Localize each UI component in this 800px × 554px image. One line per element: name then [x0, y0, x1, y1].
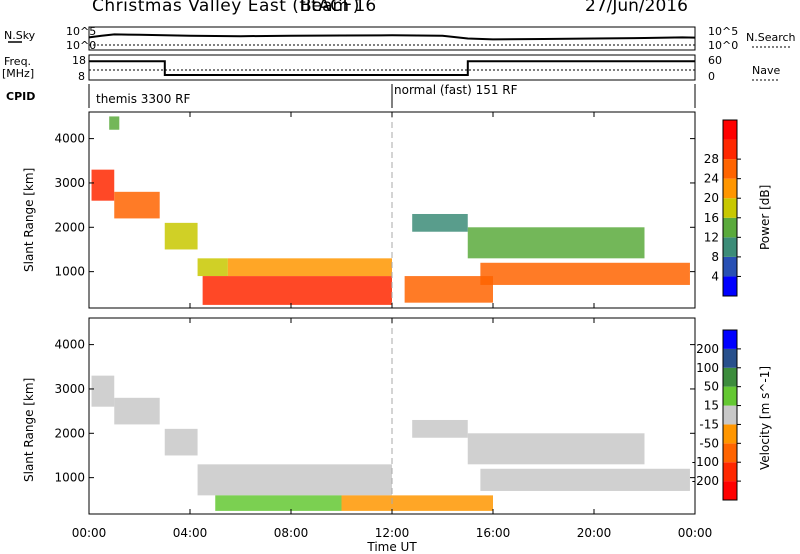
colorbar-tick-label: -200	[692, 474, 719, 488]
colorbar-tick-label: -15	[699, 417, 719, 431]
cpid-segment-2: normal (fast) 151 RF	[394, 83, 518, 97]
velocity-region	[164, 428, 198, 456]
x-tick-label: 04:00	[173, 526, 208, 540]
velocity-region	[114, 397, 160, 425]
x-tick-label: 20:00	[577, 526, 612, 540]
freq-line	[89, 60, 695, 76]
x-axis-label: Time UT	[367, 540, 417, 554]
power-ylabel: Slant Range [km]	[22, 167, 36, 272]
power-region	[164, 222, 198, 250]
velocity-region	[197, 464, 392, 496]
x-tick-label: 00:00	[72, 526, 107, 540]
colorbar-tick-label: 50	[704, 380, 719, 394]
colorbar-tick-label: 28	[704, 152, 719, 166]
power-region	[109, 116, 120, 130]
cpid-label: CPID	[6, 90, 36, 103]
cpid-segment-1: themis 3300 RF	[96, 92, 191, 106]
colorbar-cell	[723, 120, 737, 140]
power-region	[480, 262, 690, 285]
power-region	[202, 276, 392, 305]
colorbar-cell	[723, 256, 737, 277]
power-region	[227, 258, 392, 277]
colorbar-tick-label: 15	[704, 399, 719, 413]
y-tick-label: 1000	[54, 471, 85, 485]
x-tick-label: 08:00	[274, 526, 309, 540]
colorbar-tick-label: 24	[704, 172, 719, 186]
velocity-colorbar-title: Velocity [m s^-1]	[758, 365, 772, 470]
nave-tick-low: 0	[708, 70, 715, 83]
velocity-ylabel: Slant Range [km]	[22, 377, 36, 482]
power-region	[412, 213, 468, 232]
date-label: 27/Jun/2016	[585, 0, 688, 16]
x-tick-label: 00:00	[678, 526, 713, 540]
power-region	[91, 169, 115, 201]
velocity-region	[341, 495, 493, 511]
colorbar-cell	[723, 139, 737, 160]
nsky-panel	[88, 26, 696, 51]
nave-label: Nave	[752, 64, 781, 77]
colorbar-cell	[723, 481, 737, 500]
beam-label: Beam 16	[300, 0, 377, 16]
velocity-region	[215, 495, 342, 511]
colorbar-cell	[723, 348, 737, 368]
freq-tick-low: 8	[78, 70, 85, 83]
colorbar-cell	[723, 198, 737, 218]
nave-tick-high: 60	[708, 54, 722, 67]
colorbar-cell	[723, 386, 737, 406]
nsearch-tick-high: 10^5	[708, 25, 739, 38]
y-tick-label: 4000	[54, 338, 85, 352]
power-region	[114, 191, 160, 219]
colorbar-frame	[722, 119, 738, 297]
power-region	[467, 227, 645, 259]
y-tick-label: 4000	[54, 132, 85, 146]
nsearch-label: N.Search	[746, 31, 796, 44]
y-tick-label: 3000	[54, 176, 85, 190]
colorbar-frame	[722, 329, 738, 501]
velocity-region	[480, 468, 690, 491]
colorbar-tick-label: 4	[711, 269, 719, 283]
colorbar-cell	[723, 217, 737, 238]
velocity-region	[467, 433, 645, 465]
velocity-region	[412, 419, 468, 438]
colorbar-tick-label: 200	[696, 342, 719, 356]
nsky-label: N.Sky	[4, 29, 36, 42]
colorbar-tick-label: 12	[704, 230, 719, 244]
y-tick-label: 3000	[54, 382, 85, 396]
colorbar-cell	[723, 276, 737, 296]
colorbar-cell	[723, 462, 737, 482]
colorbar-cell	[723, 443, 737, 463]
freq-label: Freq.	[4, 55, 32, 68]
freq-tick-high: 18	[72, 54, 86, 67]
colorbar-cell	[723, 424, 737, 444]
colorbar-cell	[723, 178, 737, 199]
colorbar-cell	[723, 237, 737, 257]
colorbar-cell	[723, 330, 737, 349]
colorbar-cell	[723, 367, 737, 387]
chart-title: Christmas Valley East (fitACF)	[92, 0, 360, 16]
colorbar-tick-label: 16	[704, 211, 719, 225]
power-colorbar-title: Power [dB]	[758, 184, 772, 250]
y-tick-label: 1000	[54, 265, 85, 279]
colorbar-tick-label: -100	[692, 455, 719, 469]
y-tick-label: 2000	[54, 426, 85, 440]
power-region	[197, 258, 228, 277]
colorbar-tick-label: -50	[699, 436, 719, 450]
colorbar-tick-label: 100	[696, 361, 719, 375]
power-region	[404, 276, 493, 303]
nsky-line	[88, 33, 696, 41]
freq-unit: [MHz]	[2, 67, 35, 80]
colorbar-cell	[723, 405, 737, 425]
x-tick-label: 12:00	[375, 526, 410, 540]
colorbar-cell	[723, 159, 737, 179]
freq-panel	[88, 54, 696, 81]
velocity-region	[91, 375, 115, 407]
x-tick-label: 16:00	[476, 526, 511, 540]
nsearch-tick-low: 10^0	[708, 39, 739, 52]
colorbar-tick-label: 20	[704, 191, 719, 205]
colorbar-tick-label: 8	[711, 250, 719, 264]
y-tick-label: 2000	[54, 220, 85, 234]
